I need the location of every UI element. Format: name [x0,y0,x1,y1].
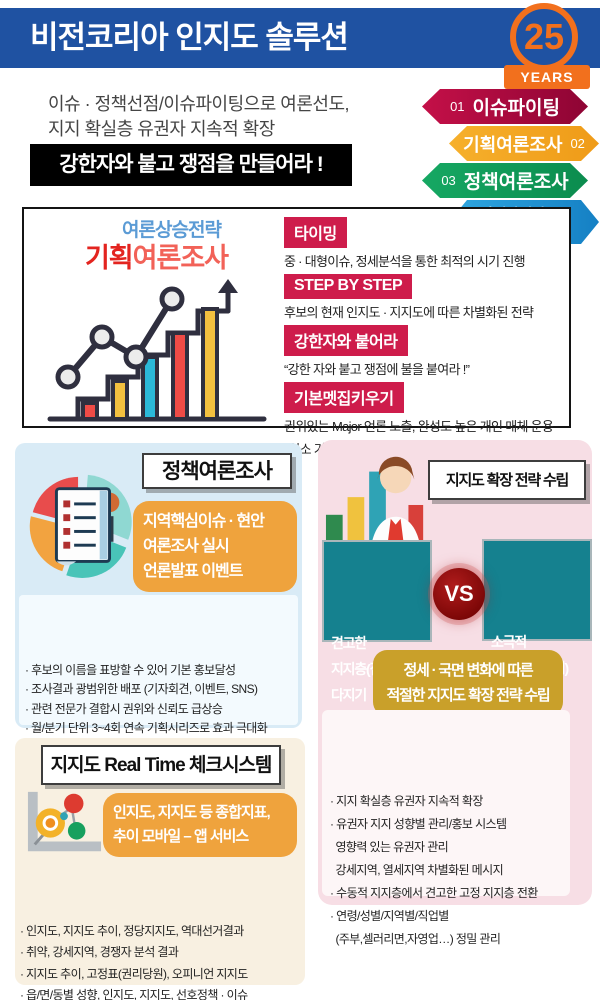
strategy-item: 강한자와 붙어라 “강한 자와 붙고 쟁점에 불을 붙여라 !” [284,325,570,378]
page-title: 비전코리아 인지도 솔루션 [30,20,349,55]
support-left-box: 견고한 지지층(집토끼) 다지기 [322,540,432,703]
ribbon-number: 01 [450,99,465,114]
realtime-panel-badge: 인지도, 지지도 등 종합지표, 추이 모바일 – 앱 서비스 [103,793,297,857]
realtime-panel-title: 지지도 Real Time 체크시스템 [41,745,281,785]
strategy-subtitle: 여론상승전략 [122,220,222,241]
anniversary-years-ribbon: YEARS [504,65,590,89]
strategy-item: 타이밍 중 · 대형이슈, 정세분석을 통한 최적의 시기 진행 [284,217,570,270]
strategy-box: 여론상승전략 기획여론조사 [22,207,571,457]
strategy-title-bold: 기획 [84,243,134,273]
ribbon-planned-poll: 기획여론조사 02 [449,126,599,161]
box-line: 다지기 [331,687,367,703]
strategy-title: 기획여론조사 [49,236,264,275]
bullet-line: (주부,셀러리면,자영업…) 정밀 관리 [330,932,501,946]
bullet-line: · 읍/면/동별 성향, 인지도, 지지도, 선호정책 · 이슈 [20,988,248,1000]
bullet-line: · 지지도 추이, 고정표(권리당원), 오피니언 지지도 [20,966,248,981]
ribbon-issue-fighting: 01 이슈파이팅 [422,89,588,124]
box-line: 견고한 [331,635,367,651]
strategy-item-desc: 권위있는 Major 언론 노출, 완성도 높은 개인 매체 운용 [284,419,554,434]
pie-document-icon [29,474,132,578]
scatter-plot-icon [27,791,102,852]
strategy-items: 타이밍 중 · 대형이슈, 정세분석을 통한 최적의 시기 진행 STEP BY… [284,217,570,462]
badge-line: 인지도, 지지도 등 종합지표, [113,804,271,821]
bullet-line: · 유권자 지지 성향별 관리/홍보 시스템 [330,817,507,831]
growth-chart-icon [47,279,267,422]
support-panel-bullets: · 지지 확실층 유권자 지속적 확장 · 유권자 지지 성향별 관리/홍보 시스… [322,710,570,946]
bullet-line: · 수동적 지지층에서 견고한 고정 지지층 전환 [330,886,538,900]
strategy-item-heading: 강한자와 붙어라 [284,325,408,356]
badge-line: 적절한 지지도 확장 전략 수립 [386,687,550,704]
anniversary-number: 25 [510,3,578,71]
realtime-panel-bullets: · 인지도, 지지도 추이, 정당지지도, 역대선거결과 · 취약, 강세지역, … [20,856,303,1000]
bullet-line: · 조사결과 광범위한 배포 (기자회견, 이벤트, SNS) [25,682,258,696]
badge-line: 언론발표 이벤트 [143,563,244,580]
ribbon-policy-poll: 03 정책여론조사 [422,163,588,198]
badge-line: 여론조사 실시 [143,538,230,555]
anniversary-badge: 25 YEARS [504,3,596,99]
ribbon-label: 이슈파이팅 [472,98,560,119]
ribbon-label: 정책여론조사 [463,172,569,193]
policy-panel-bullets: · 후보의 이름을 표방할 수 있어 기본 홍보달성 · 조사결과 광범위한 배포… [19,595,298,774]
bullet-line: · 연령/성별/지역별/직업별 [330,909,449,923]
strategy-item-heading: STEP BY STEP [284,274,413,299]
ribbon-label: 기획여론조사 [463,134,563,155]
strategy-item-desc: 후보의 현재 인지도 · 지지도에 따른 차별화된 전략 [284,305,534,320]
intro-text: 이슈 · 정책선점/이슈파이팅으로 여론선도, 지지 확실층 유권자 지속적 확… [48,92,350,142]
support-panel-title: 지지도 확장 전략 수립 [428,460,586,500]
ribbon-number: 03 [441,173,456,188]
strategy-item-heading: 기본멧집키우기 [284,382,404,413]
realtime-check-panel: 지지도 Real Time 체크시스템 인지도, 지지도 등 종합지표, 추이 모… [15,738,305,1000]
support-right-box: 소극적지지층(산토끼)추가 확보 [482,539,592,702]
badge-line: 정세 · 국면 변화에 따른 [403,662,533,679]
bullet-line: · 관련 전문가 결합시 권위와 신뢰도 급상승 [25,701,223,716]
bullet-line: · 지지 확실층 유권자 지속적 확장 [330,794,483,808]
vs-badge: VS [433,568,485,620]
header-bar: 비전코리아 인지도 솔루션 [0,8,600,68]
strategy-item-heading: 타이밍 [284,217,347,248]
strategy-title-rest: 여론조사 [132,243,229,273]
strategy-item-desc: 중 · 대형이슈, 정세분석을 통한 최적의 시기 진행 [284,254,526,269]
bullet-line: · 후보의 이름을 표방할 수 있어 기본 홍보달성 [25,662,236,677]
intro-line-2: 지지 확실층 유권자 지속적 확장 [48,119,275,139]
box-line: 소극적 [491,634,527,650]
bullet-line: 영향력 있는 유권자 관리 [330,840,449,854]
strategy-item-desc: “강한 자와 붙고 쟁점에 불을 붙여라 !” [284,362,470,377]
ribbon-number: 02 [570,136,585,151]
bullet-line: · 취약, 강세지역, 경쟁자 분석 결과 [20,945,179,959]
badge-line: 추이 모바일 – 앱 서비스 [113,828,249,845]
slogan-banner: 강한자와 붙고 쟁점을 만들어라 ! [30,144,352,186]
badge-line: 지역핵심이슈 · 현안 [143,513,265,530]
policy-panel-title: 정책여론조사 [142,453,292,489]
bullet-line: · 월/분기 단위 3~4회 연속 기획시리즈로 효과 극대화 [25,721,268,735]
intro-line-1: 이슈 · 정책선점/이슈파이팅으로 여론선도, [48,94,350,114]
bullet-line: 강세지역, 열세지역 차별화된 메시지 [330,863,504,877]
bullet-line: · 인지도, 지지도 추이, 정당지지도, 역대선거결과 [20,923,244,938]
strategy-item: STEP BY STEP 후보의 현재 인지도 · 지지도에 따른 차별화된 전… [284,274,570,321]
